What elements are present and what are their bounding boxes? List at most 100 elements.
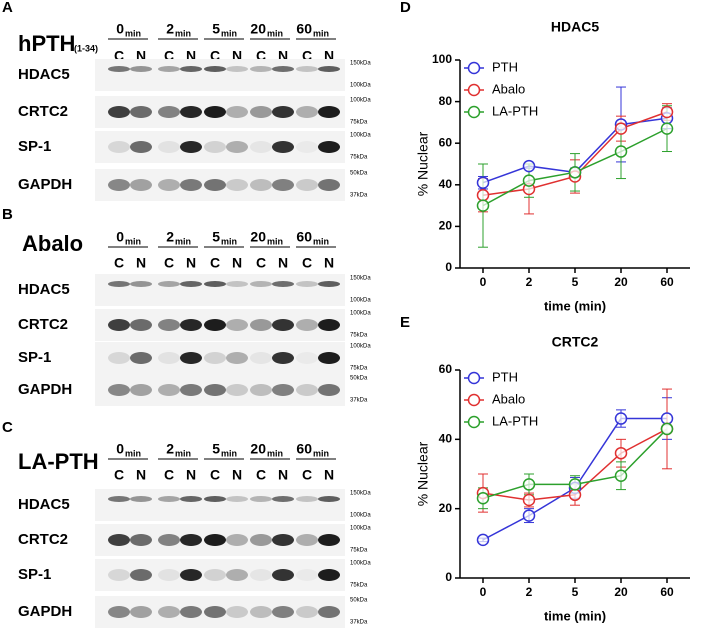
row-label: HDAC5 — [18, 66, 70, 83]
time-unit: min — [221, 28, 237, 38]
band — [296, 534, 318, 546]
y-tick-label: 0 — [445, 260, 452, 274]
treatment: hPTH — [18, 31, 75, 56]
time-unit: min — [125, 236, 141, 246]
time-unit: min — [267, 236, 283, 246]
band — [272, 496, 294, 502]
band — [318, 352, 340, 364]
band — [318, 496, 340, 502]
data-point — [476, 492, 490, 505]
panel-letter: C — [2, 419, 13, 436]
data-point — [568, 478, 582, 491]
lane-label: C — [302, 48, 312, 64]
time-unit: min — [221, 448, 237, 458]
band — [180, 352, 202, 364]
band — [296, 569, 318, 581]
band — [158, 534, 180, 546]
panel-letter: B — [2, 206, 13, 223]
band — [108, 534, 130, 546]
kda-marker: 100kDa — [350, 133, 371, 139]
kda-marker: 100kDa — [350, 526, 371, 532]
band — [250, 496, 272, 502]
panel-letter: A — [2, 0, 13, 16]
band — [180, 141, 202, 153]
time-unit: min — [175, 236, 191, 246]
legend-marker — [467, 105, 481, 119]
time-label: 5 — [212, 441, 220, 457]
legend-marker — [467, 371, 481, 385]
y-tick-label: 40 — [439, 432, 453, 446]
band — [318, 384, 340, 396]
band — [296, 141, 318, 153]
band — [180, 66, 202, 72]
kda-marker: 100kDa — [350, 344, 371, 350]
kda-marker: 100kDa — [350, 513, 371, 519]
band — [180, 496, 202, 502]
band — [272, 66, 294, 72]
row-label: SP-1 — [18, 349, 51, 366]
band — [130, 66, 152, 72]
legend-label: Abalo — [492, 391, 525, 406]
time-unit: min — [175, 448, 191, 458]
kda-marker: 37kDa — [350, 193, 368, 199]
lane-label: C — [164, 48, 174, 64]
lane-label: C — [114, 255, 124, 271]
y-tick-label: 40 — [439, 177, 453, 191]
band — [296, 106, 318, 118]
band — [180, 281, 202, 287]
row-label: CRTC2 — [18, 316, 68, 333]
time-label: 2 — [166, 21, 174, 37]
lane-label: C — [256, 48, 266, 64]
time-label: 20 — [250, 441, 266, 457]
time-label: 5 — [212, 21, 220, 37]
time-unit: min — [313, 28, 329, 38]
time-unit: min — [267, 28, 283, 38]
band — [272, 281, 294, 287]
row-label: HDAC5 — [18, 496, 70, 513]
lane-label: N — [186, 255, 196, 271]
band — [226, 496, 248, 502]
time-label: 0 — [116, 229, 124, 245]
band — [130, 606, 152, 618]
band — [226, 384, 248, 396]
band — [250, 179, 272, 191]
band — [318, 569, 340, 581]
kda-marker: 100kDa — [350, 98, 371, 104]
data-point — [614, 122, 628, 135]
lane-label: C — [302, 255, 312, 271]
lane-label: N — [278, 467, 288, 483]
band — [158, 384, 180, 396]
band — [180, 106, 202, 118]
band — [318, 106, 340, 118]
band — [226, 319, 248, 331]
data-point — [614, 145, 628, 158]
band — [272, 106, 294, 118]
y-axis-label: % Nuclear — [415, 131, 431, 196]
band — [272, 384, 294, 396]
band — [272, 319, 294, 331]
band — [204, 281, 226, 287]
kda-marker: 100kDa — [350, 298, 371, 304]
band — [108, 66, 130, 72]
band — [130, 319, 152, 331]
kda-marker: 75kDa — [350, 548, 368, 554]
band — [272, 141, 294, 153]
band — [108, 141, 130, 153]
band — [318, 534, 340, 546]
row-label: CRTC2 — [18, 103, 68, 120]
band — [318, 66, 340, 72]
band — [158, 66, 180, 72]
data-point — [660, 122, 674, 135]
time-label: 20 — [250, 229, 266, 245]
band — [108, 569, 130, 581]
band — [108, 352, 130, 364]
kda-marker: 75kDa — [350, 155, 368, 161]
lane-label: C — [210, 467, 220, 483]
band — [226, 66, 248, 72]
x-tick-label: 2 — [526, 585, 533, 599]
chart-title: HDAC5 — [551, 19, 599, 35]
time-label: 2 — [166, 229, 174, 245]
lane-label: N — [232, 255, 242, 271]
time-label: 60 — [296, 441, 312, 457]
